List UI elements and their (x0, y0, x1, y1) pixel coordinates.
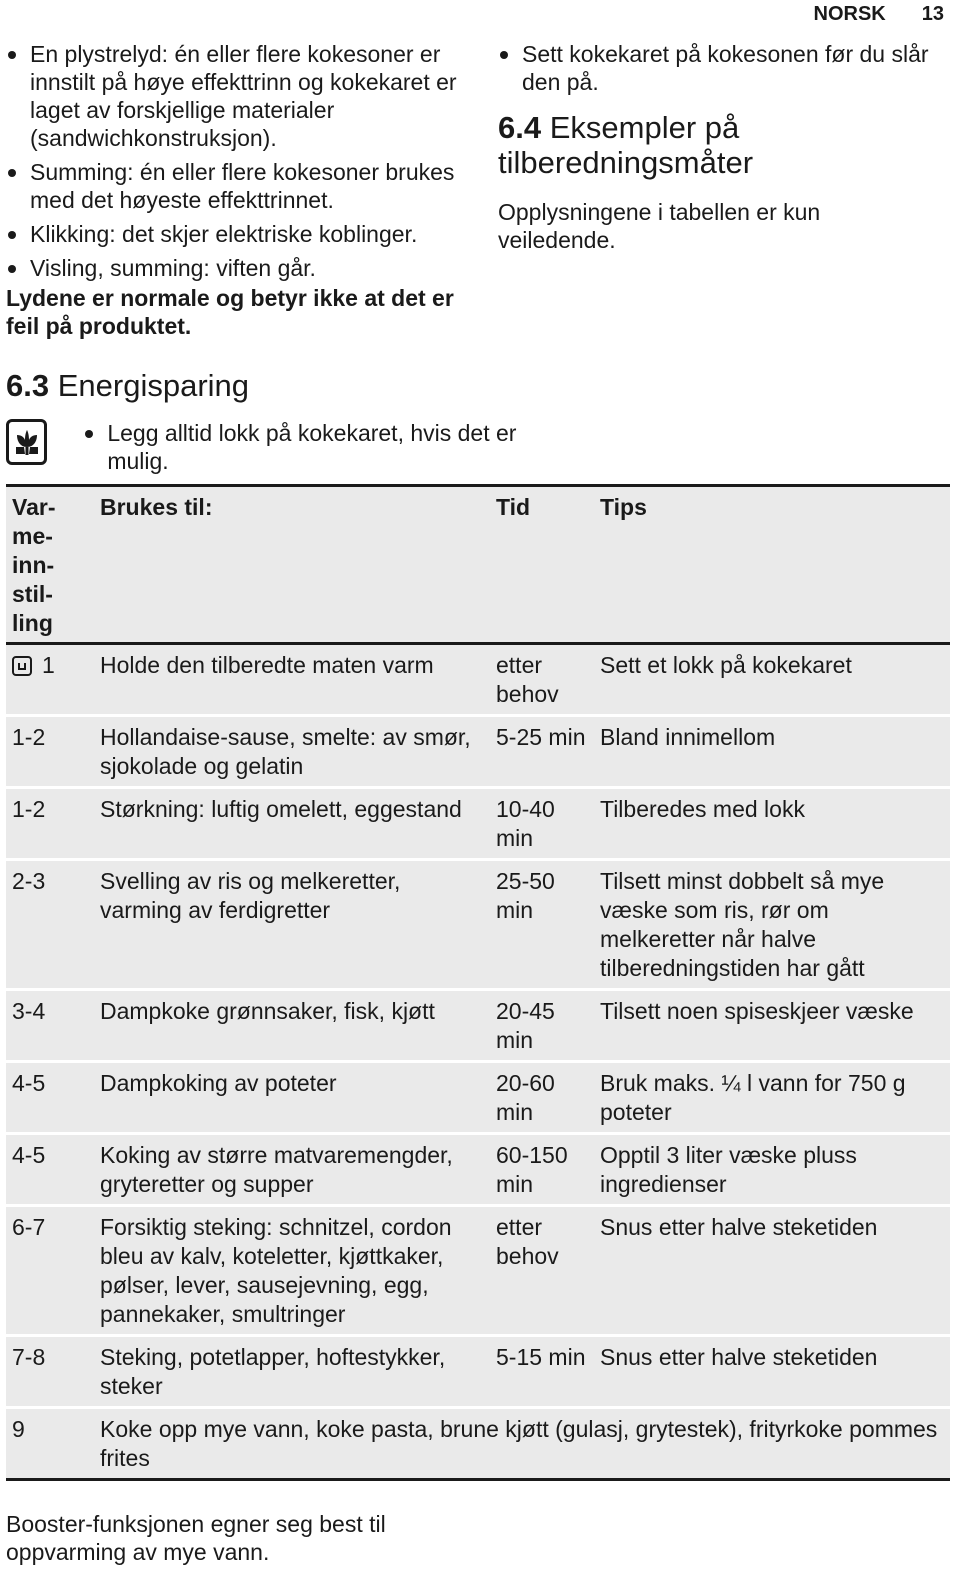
table-row: 6-7 Forsiktig steking: schnitzel, cordon… (6, 1205, 950, 1337)
cell-use: Steking, potetlapper, hoftestykker, stek… (94, 1335, 490, 1409)
cell-time: 5-25 min (490, 715, 594, 789)
energy-list: Legg alltid lokk på kokekaret, hvis det … (83, 419, 526, 481)
keep-warm-icon (12, 656, 32, 676)
cell-time: etter behov (490, 1205, 594, 1337)
cell-time: 60-150 min (490, 1133, 594, 1207)
cell-setting: 1 (6, 643, 94, 717)
cell-tips: Tilberedes med lokk (594, 787, 950, 861)
cell-time: 20-60 min (490, 1061, 594, 1135)
cell-use: Forsiktig steking: schnitzel, cordon ble… (94, 1205, 490, 1337)
table-row: 7-8 Steking, potetlapper, hoftestykker, … (6, 1335, 950, 1409)
cell-tips: Tilsett noen spiseskjeer væske (594, 989, 950, 1063)
cell-time: 5-15 min (490, 1335, 594, 1409)
setting-value: 1 (42, 652, 55, 678)
energy-tip: Legg alltid lokk på kokekaret, hvis det … (6, 419, 526, 481)
energy-section: 6.3 Energisparing Legg alltid lokk på ko… (6, 368, 526, 481)
list-item: Klikking: det skjer elektriske koblinger… (6, 220, 476, 248)
header-setting: Var-me-inn-stil-ling (6, 484, 94, 645)
cell-tips: Bland innimellom (594, 715, 950, 789)
list-item: Legg alltid lokk på kokekaret, hvis det … (83, 419, 526, 475)
cell-use: Dampkoke grønnsaker, fisk, kjøtt (94, 989, 490, 1063)
table-header-row: Var-me-inn-stil-ling Brukes til: Tid Tip… (6, 484, 950, 645)
language-label: NORSK (813, 2, 886, 25)
page-number: 13 (921, 2, 944, 25)
header-time: Tid (490, 484, 594, 645)
section-title-6-4: 6.4 Eksempler på tilberedningsmåter (498, 110, 943, 180)
table-row: 2-3 Svelling av ris og melkeretter, varm… (6, 859, 950, 991)
cell-time: 25-50 min (490, 859, 594, 991)
cell-use: Hollandaise-sause, smelte: av smør, sjok… (94, 715, 490, 789)
table-row: 4-5 Dampkoking av poteter 20-60 min Bruk… (6, 1061, 950, 1135)
cell-setting: 7-8 (6, 1335, 94, 1409)
cell-time: 20-45 min (490, 989, 594, 1063)
cell-setting: 1-2 (6, 715, 94, 789)
list-item: Sett kokekaret på kokesonen før du slår … (498, 40, 943, 96)
cooking-table: Var-me-inn-stil-ling Brukes til: Tid Tip… (6, 484, 950, 1481)
section-title-text: Eksempler på tilberedningsmåter (498, 110, 754, 180)
list-item: En plystrelyd: én eller flere kokesoner … (6, 40, 476, 152)
table-row: 9 Koke opp mye vann, koke pasta, brune k… (6, 1407, 950, 1481)
section-number: 6.4 (498, 110, 542, 145)
noise-list: En plystrelyd: én eller flere kokesoner … (6, 40, 476, 282)
cell-setting: 4-5 (6, 1061, 94, 1135)
page-header: NORSK 13 (814, 0, 944, 28)
eco-flower-icon (6, 419, 48, 465)
cell-setting: 9 (6, 1407, 94, 1481)
header-use: Brukes til: (94, 484, 490, 645)
cell-use: Størkning: luftig omelett, eggestand (94, 787, 490, 861)
cell-tips: Tilsett minst dobbelt så mye væske som r… (594, 859, 950, 991)
footer-note: Booster-funksjonen egner seg best til op… (6, 1511, 386, 1565)
left-column: En plystrelyd: én eller flere kokesoner … (6, 40, 476, 340)
header-tips: Tips (594, 484, 950, 645)
cell-tips: Sett et lokk på kokekaret (594, 643, 950, 717)
cell-setting: 1-2 (6, 787, 94, 861)
cookware-list: Sett kokekaret på kokesonen før du slår … (498, 40, 943, 96)
cell-use: Koking av større matvaremengder, grytere… (94, 1133, 490, 1207)
table-row: 4-5 Koking av større matvaremengder, gry… (6, 1133, 950, 1207)
cell-use: Koke opp mye vann, koke pasta, brune kjø… (94, 1407, 950, 1481)
table-row: 3-4 Dampkoke grønnsaker, fisk, kjøtt 20-… (6, 989, 950, 1063)
cell-use: Holde den tilberedte maten varm (94, 643, 490, 717)
noise-note: Lydene er normale og betyr ikke at det e… (6, 285, 454, 339)
list-item: Summing: én eller flere kokesoner brukes… (6, 158, 476, 214)
cell-tips: Bruk maks. ¼ l vann for 750 g poteter (594, 1061, 950, 1135)
cell-setting: 2-3 (6, 859, 94, 991)
cell-tips: Opptil 3 liter væske pluss ingredienser (594, 1133, 950, 1207)
section-title-text: Energisparing (57, 368, 250, 403)
cell-use: Svelling av ris og melkeretter, varming … (94, 859, 490, 991)
table-row: 1-2 Hollandaise-sause, smelte: av smør, … (6, 715, 950, 789)
table-row: 1-2 Størkning: luftig omelett, eggestand… (6, 787, 950, 861)
section-intro: Opplysningene i tabellen er kun veileden… (498, 199, 821, 253)
list-item: Visling, summing: viften går. (6, 254, 476, 282)
cell-tips: Snus etter halve steketiden (594, 1335, 950, 1409)
cell-tips: Snus etter halve steketiden (594, 1205, 950, 1337)
cell-setting: 4-5 (6, 1133, 94, 1207)
cell-time: etter behov (490, 643, 594, 717)
right-column: Sett kokekaret på kokesonen før du slår … (498, 40, 943, 254)
cell-time: 10-40 min (490, 787, 594, 861)
section-title-6-3: 6.3 Energisparing (6, 368, 526, 403)
cell-setting: 3-4 (6, 989, 94, 1063)
section-number: 6.3 (6, 368, 50, 403)
table-row: 1 Holde den tilberedte maten varm etter … (6, 643, 950, 717)
cell-use: Dampkoking av poteter (94, 1061, 490, 1135)
cell-setting: 6-7 (6, 1205, 94, 1337)
